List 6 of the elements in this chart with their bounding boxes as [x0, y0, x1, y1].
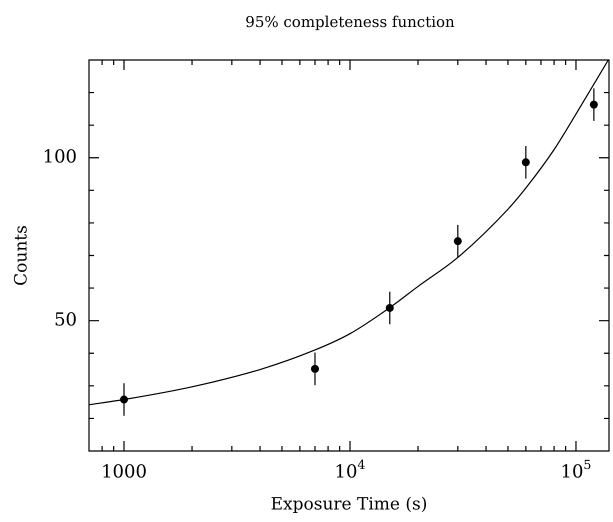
x-tick-label: 1000: [101, 462, 147, 483]
x-axis-title: Exposure Time (s): [270, 494, 428, 514]
y-tick-label: 50: [54, 309, 77, 330]
y-axis-title: Counts: [11, 225, 32, 286]
y-tick-label: 100: [42, 146, 78, 168]
chart-title: 95% completeness function: [245, 12, 456, 31]
